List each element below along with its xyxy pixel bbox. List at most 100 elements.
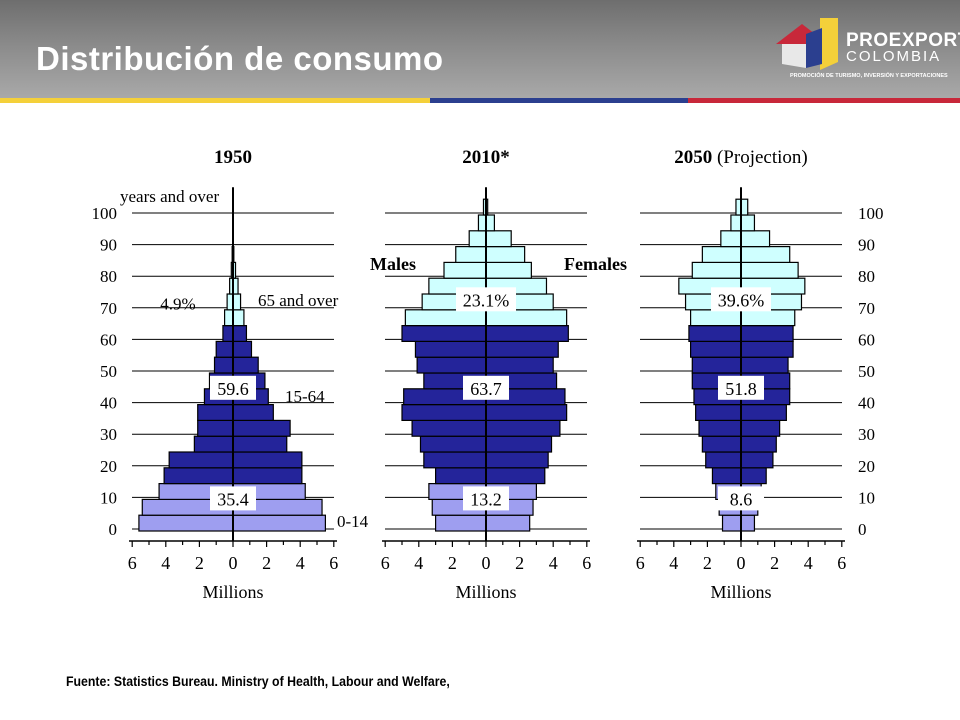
bar-female — [740, 419, 781, 437]
bar-male — [695, 404, 742, 422]
x-tick-label: 0 — [737, 553, 746, 573]
age-tick-label-right: 0 — [858, 520, 867, 539]
bar-male — [411, 419, 487, 437]
bar-male — [215, 340, 234, 358]
bar-male — [705, 451, 742, 469]
bar-female — [740, 356, 789, 374]
bar-female — [740, 451, 774, 469]
x-axis-label: Millions — [710, 582, 771, 602]
x-tick-label: 6 — [381, 553, 390, 573]
bar-male — [213, 356, 234, 374]
bar-male — [138, 514, 234, 532]
age-tick-label-left: 70 — [100, 299, 117, 318]
share-label-box — [463, 375, 509, 400]
bar-female — [485, 246, 526, 264]
x-tick-label: 0 — [229, 553, 238, 573]
x-tick-label: 4 — [804, 553, 813, 573]
age-tick-label-left: 90 — [100, 236, 117, 255]
share-label-box — [711, 287, 771, 312]
x-axis-label: Millions — [455, 582, 516, 602]
bar-female — [740, 309, 796, 327]
share-label-box — [456, 287, 516, 312]
share-label-working: 63.7 — [470, 379, 502, 399]
bar-female — [485, 404, 568, 422]
share-label-young: 8.6 — [730, 489, 753, 509]
bar-male — [197, 404, 234, 422]
age-tick-label-right: 20 — [858, 457, 875, 476]
x-tick-label: 6 — [128, 553, 137, 573]
age-tick-label-left: 10 — [100, 488, 117, 507]
bar-female — [740, 467, 767, 485]
x-tick-label: 0 — [482, 553, 491, 573]
share-label-box — [718, 375, 764, 400]
x-tick-label: 6 — [837, 553, 846, 573]
bar-male — [197, 419, 234, 437]
bar-male — [163, 467, 234, 485]
age-tick-label-right: 40 — [858, 394, 875, 413]
stripe-blue — [430, 98, 688, 103]
x-tick-label: 2 — [703, 553, 712, 573]
bar-male — [455, 246, 487, 264]
share-label-box — [463, 486, 509, 511]
bar-male — [689, 340, 742, 358]
bar-female — [232, 419, 291, 437]
bar-female — [232, 451, 303, 469]
x-tick-label: 4 — [296, 553, 305, 573]
bar-female — [740, 514, 756, 532]
age-tick-label-left: 20 — [100, 457, 117, 476]
bar-female — [485, 435, 553, 453]
bar-male — [404, 309, 487, 327]
age-tick-label-right: 60 — [858, 330, 875, 349]
share-label-box — [210, 486, 256, 511]
stripe-red — [688, 98, 960, 103]
males-label: Males — [370, 254, 416, 274]
logo-tagline: PROMOCIÓN DE TURISMO, INVERSIÓN Y EXPORT… — [790, 73, 948, 79]
bar-female — [485, 467, 546, 485]
age-tick-label-left: 60 — [100, 330, 117, 349]
logo-name: PROEXPORT — [846, 30, 960, 51]
pyramid-title: 2010* — [462, 147, 510, 168]
bar-male — [688, 325, 742, 343]
bar-female — [740, 198, 749, 216]
source-note: Fuente: Statistics Bureau. Ministry of H… — [66, 673, 450, 689]
bar-male — [698, 419, 742, 437]
x-tick-label: 4 — [669, 553, 678, 573]
bar-female — [485, 325, 569, 343]
bar-male — [168, 451, 234, 469]
bar-male — [468, 230, 487, 248]
share-label-young: 35.4 — [217, 489, 249, 509]
pyramid-2050 — [637, 187, 845, 547]
bar-female — [740, 435, 777, 453]
share-label-working: 51.8 — [725, 379, 757, 399]
age-tick-label-right: 30 — [858, 425, 875, 444]
share-label-old: 4.9% — [160, 294, 195, 313]
x-tick-label: 2 — [195, 553, 204, 573]
bar-female — [485, 340, 559, 358]
group-label-young: 0-14 — [337, 512, 369, 531]
proexport-logo: PROEXPORT COLOMBIA PROMOCIÓN DE TURISMO,… — [772, 14, 960, 84]
bar-female — [485, 230, 512, 248]
bar-female — [740, 246, 791, 264]
bar-female — [232, 404, 274, 422]
x-tick-label: 2 — [770, 553, 779, 573]
age-tick-label-left: 100 — [92, 204, 118, 223]
bar-male — [414, 340, 487, 358]
x-axis-label: Millions — [202, 582, 263, 602]
bar-female — [232, 340, 253, 358]
bar-female — [740, 230, 771, 248]
bar-male — [691, 261, 742, 279]
logo-country: COLOMBIA — [846, 48, 942, 65]
share-label-box — [210, 375, 256, 400]
x-tick-label: 4 — [414, 553, 423, 573]
x-tick-label: 6 — [636, 553, 645, 573]
age-tick-label-right: 90 — [858, 236, 875, 255]
bar-female — [485, 451, 549, 469]
bar-male — [416, 356, 487, 374]
x-tick-label: 6 — [582, 553, 591, 573]
bar-female — [485, 356, 554, 374]
bar-female — [740, 404, 787, 422]
bar-female — [485, 214, 495, 232]
bar-male — [721, 514, 742, 532]
bar-male — [193, 435, 234, 453]
age-tick-label-right: 80 — [858, 267, 875, 286]
